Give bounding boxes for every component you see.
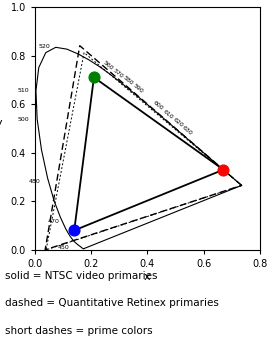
- Y-axis label: y: y: [0, 118, 3, 128]
- Text: 610: 610: [162, 109, 174, 120]
- Text: solid = NTSC video primaries: solid = NTSC video primaries: [5, 271, 158, 281]
- Text: 520: 520: [39, 44, 51, 49]
- Text: 450: 450: [58, 245, 70, 250]
- Text: 480: 480: [29, 179, 40, 184]
- Point: [72, 228, 76, 233]
- Point: [92, 75, 96, 80]
- Text: dashed = Quantitative Retinex primaries: dashed = Quantitative Retinex primaries: [5, 298, 219, 308]
- Point: [221, 167, 225, 172]
- Text: 560: 560: [102, 60, 114, 71]
- Text: 590: 590: [132, 83, 144, 95]
- Text: 500: 500: [18, 117, 29, 121]
- Text: 510: 510: [17, 88, 29, 93]
- Text: 630: 630: [181, 125, 193, 137]
- Text: 600: 600: [152, 100, 164, 111]
- Text: 620: 620: [172, 117, 184, 128]
- Text: 570: 570: [112, 67, 124, 79]
- Text: 580: 580: [122, 75, 134, 87]
- Text: short dashes = prime colors: short dashes = prime colors: [5, 326, 153, 336]
- Text: 470: 470: [47, 219, 59, 224]
- X-axis label: x: x: [144, 272, 151, 282]
